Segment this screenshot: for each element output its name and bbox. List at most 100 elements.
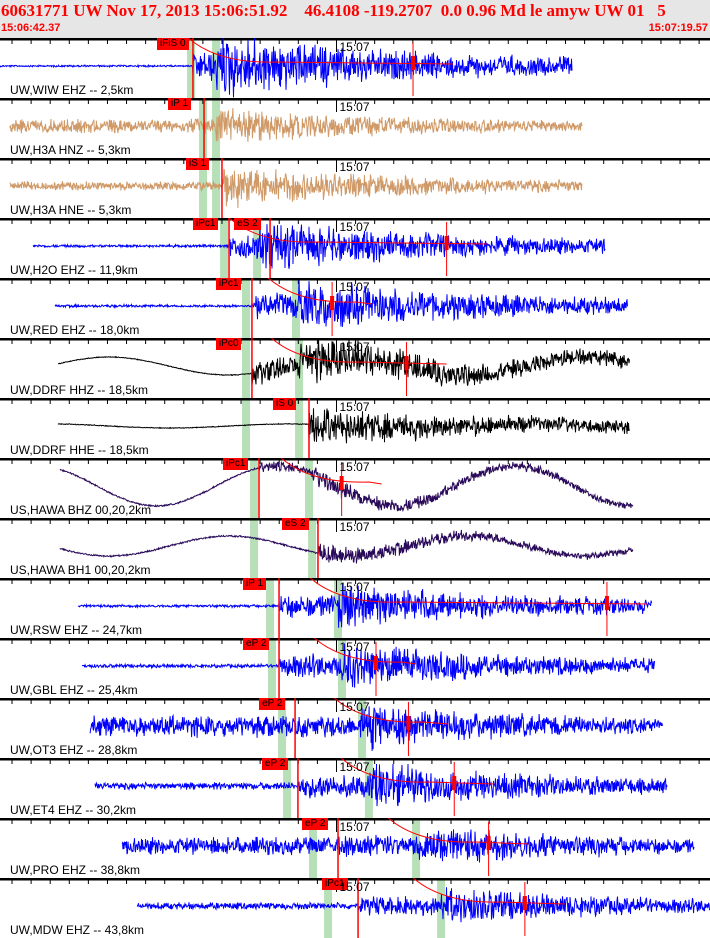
waveform (0, 38, 573, 98)
amplitude-marker-box (486, 836, 491, 850)
trace-plot (0, 578, 710, 638)
amplitude-marker-box (411, 56, 416, 70)
trace-panel[interactable]: eP 2 15:07 UW,ET4 EHZ -- 30,2km (0, 758, 710, 818)
trace-panel[interactable]: iS 1 15:07 UW,H3A HNE -- 5,3km (0, 158, 710, 218)
phase-pick-label[interactable]: iP 1 (168, 98, 192, 110)
station-label: UW,MDW EHZ -- 43,8km (10, 923, 144, 937)
minute-label: 15:07 (339, 340, 370, 354)
phase-pick-label[interactable]: eP 2 (243, 638, 270, 650)
trace-panel[interactable]: eS 2 15:07 US,HAWA BH1 00,20,2km (0, 518, 710, 578)
minute-label: 15:07 (339, 700, 370, 714)
s-window (338, 638, 347, 698)
station-label: UW,WIW EHZ -- 2,5km (10, 83, 134, 97)
phase-pick-label[interactable]: eP 2 (302, 818, 329, 830)
station-label: UW,OT3 EHZ -- 28,8km (10, 743, 138, 757)
waveform (59, 460, 634, 513)
waveform (9, 168, 583, 209)
waveform (121, 829, 695, 863)
trace-plot (0, 158, 710, 218)
waveform (59, 529, 634, 564)
trace-panel[interactable]: iPc0 15:07 UW,DDRF HHZ -- 18,5km (0, 338, 710, 398)
trace-panel[interactable]: iPc1 15:07 US,HAWA BHZ 00,20,2km (0, 458, 710, 518)
amplitude-marker-box (444, 236, 449, 250)
trace-panel[interactable]: eP 2 15:07 UW,PRO EHZ -- 38,8km (0, 818, 710, 878)
amplitude-marker-box (452, 776, 457, 790)
phase-pick-label[interactable]: iPc1 (222, 458, 249, 470)
phase-pick-label[interactable]: iPc0 (215, 338, 242, 350)
p-window (266, 578, 275, 638)
station-label: UW,PRO EHZ -- 38,8km (10, 863, 141, 877)
phase-pick-label[interactable]: iS 0 (273, 398, 297, 410)
waveform (94, 763, 668, 807)
trace-plot (0, 458, 710, 518)
phase-pick-label[interactable]: iPc1 (215, 278, 242, 290)
trace-plot (0, 218, 710, 278)
phase-pick-label[interactable]: eP 2 (259, 698, 286, 710)
trace-plot (0, 878, 710, 938)
waveform (54, 280, 628, 327)
coda-curve (309, 578, 647, 605)
station-label: UW,H2O EHZ -- 11,9km (10, 263, 138, 277)
minute-label: 15:07 (339, 640, 370, 654)
trace-plot (0, 98, 710, 158)
window-end-time: 15:07:19.57 (648, 22, 708, 34)
minute-label: 15:07 (339, 760, 370, 774)
phase-pick-label[interactable]: iPc1 (322, 878, 348, 890)
trace-panel[interactable]: iPc1 15:07 UW,RED EHZ -- 18,0km (0, 278, 710, 338)
trace-panel[interactable]: eP 2 15:07 UW,GBL EHZ -- 25,4km (0, 638, 710, 698)
s-window (304, 458, 313, 518)
p-window (242, 278, 251, 338)
coda-curve (340, 758, 495, 785)
station-label: UW,ET4 EHZ -- 30,2km (10, 803, 137, 817)
amplitude-marker-box (406, 716, 411, 730)
trace-panel[interactable]: iPc1 eS 2 15:07 UW,H2O EHZ -- 11,9km (0, 218, 710, 278)
p-window (250, 518, 259, 578)
phase-pick-label[interactable]: iPc1 (193, 218, 219, 230)
minute-label: 15:07 (339, 520, 370, 534)
station-label: US,HAWA BH1 00,20,2km (10, 563, 151, 577)
coda-curve (267, 278, 373, 305)
phase-pick-label[interactable]: iS 1 (185, 158, 210, 170)
trace-panel[interactable]: iP 1 15:07 UW,H3A HNZ -- 5,3km (0, 98, 710, 158)
p-window (283, 758, 292, 818)
trace-plot (0, 818, 710, 878)
phase-pick-label[interactable]: eS 2 (281, 518, 309, 530)
p-window (242, 338, 251, 398)
trace-panel[interactable]: iP 1 15:07 UW,RSW EHZ -- 24,7km (0, 578, 710, 638)
waveform (9, 108, 583, 142)
phase-pick-label[interactable]: eP 2 (261, 758, 289, 770)
s-window (437, 878, 446, 938)
phase-pick-label[interactable]: iFiS 0 (156, 38, 189, 50)
amplitude-marker-box (339, 476, 344, 490)
trace-panel[interactable]: iFiS 0 15:07 UW,WIW EHZ -- 2,5km (0, 38, 710, 98)
station-label: UW,H3A HNZ -- 5,3km (10, 143, 131, 157)
station-label: US,HAWA BHZ 00,20,2km (10, 503, 152, 517)
s-window (308, 518, 317, 578)
trace-plot (0, 698, 710, 758)
s-window (212, 158, 221, 218)
coda-curve (280, 458, 382, 485)
window-start-time: 15:06:42.37 (1, 22, 61, 34)
phase-pick-label[interactable]: eS 2 (234, 218, 261, 230)
coda-curve (412, 878, 565, 905)
trace-plot (0, 398, 710, 458)
station-label: UW,DDRF HHZ -- 18,5km (10, 383, 148, 397)
amplitude-marker-box (522, 896, 527, 910)
p-window (267, 638, 276, 698)
waveform (57, 338, 630, 387)
minute-label: 15:07 (339, 280, 370, 294)
minute-label: 15:07 (339, 460, 370, 474)
waveform (32, 224, 606, 269)
amplitude-marker-box (373, 656, 378, 670)
station-label: UW,GBL EHZ -- 25,4km (10, 683, 138, 697)
trace-plot (0, 638, 710, 698)
trace-panel[interactable]: eP 2 15:07 UW,OT3 EHZ -- 28,8km (0, 698, 710, 758)
minute-label: 15:07 (339, 820, 370, 834)
waveform (89, 706, 664, 752)
trace-panel[interactable]: iPc1 15:07 UW,MDW EHZ -- 43,8km (0, 878, 710, 938)
phase-pick-label[interactable]: iP 1 (243, 578, 267, 590)
coda-curve (270, 338, 447, 365)
trace-panel[interactable]: iS 0 15:07 UW,DDRF HHE -- 18,5km (0, 398, 710, 458)
p-window (324, 878, 333, 938)
event-title: 60631771 UW Nov 17, 2013 15:06:51.92 46.… (1, 1, 666, 20)
